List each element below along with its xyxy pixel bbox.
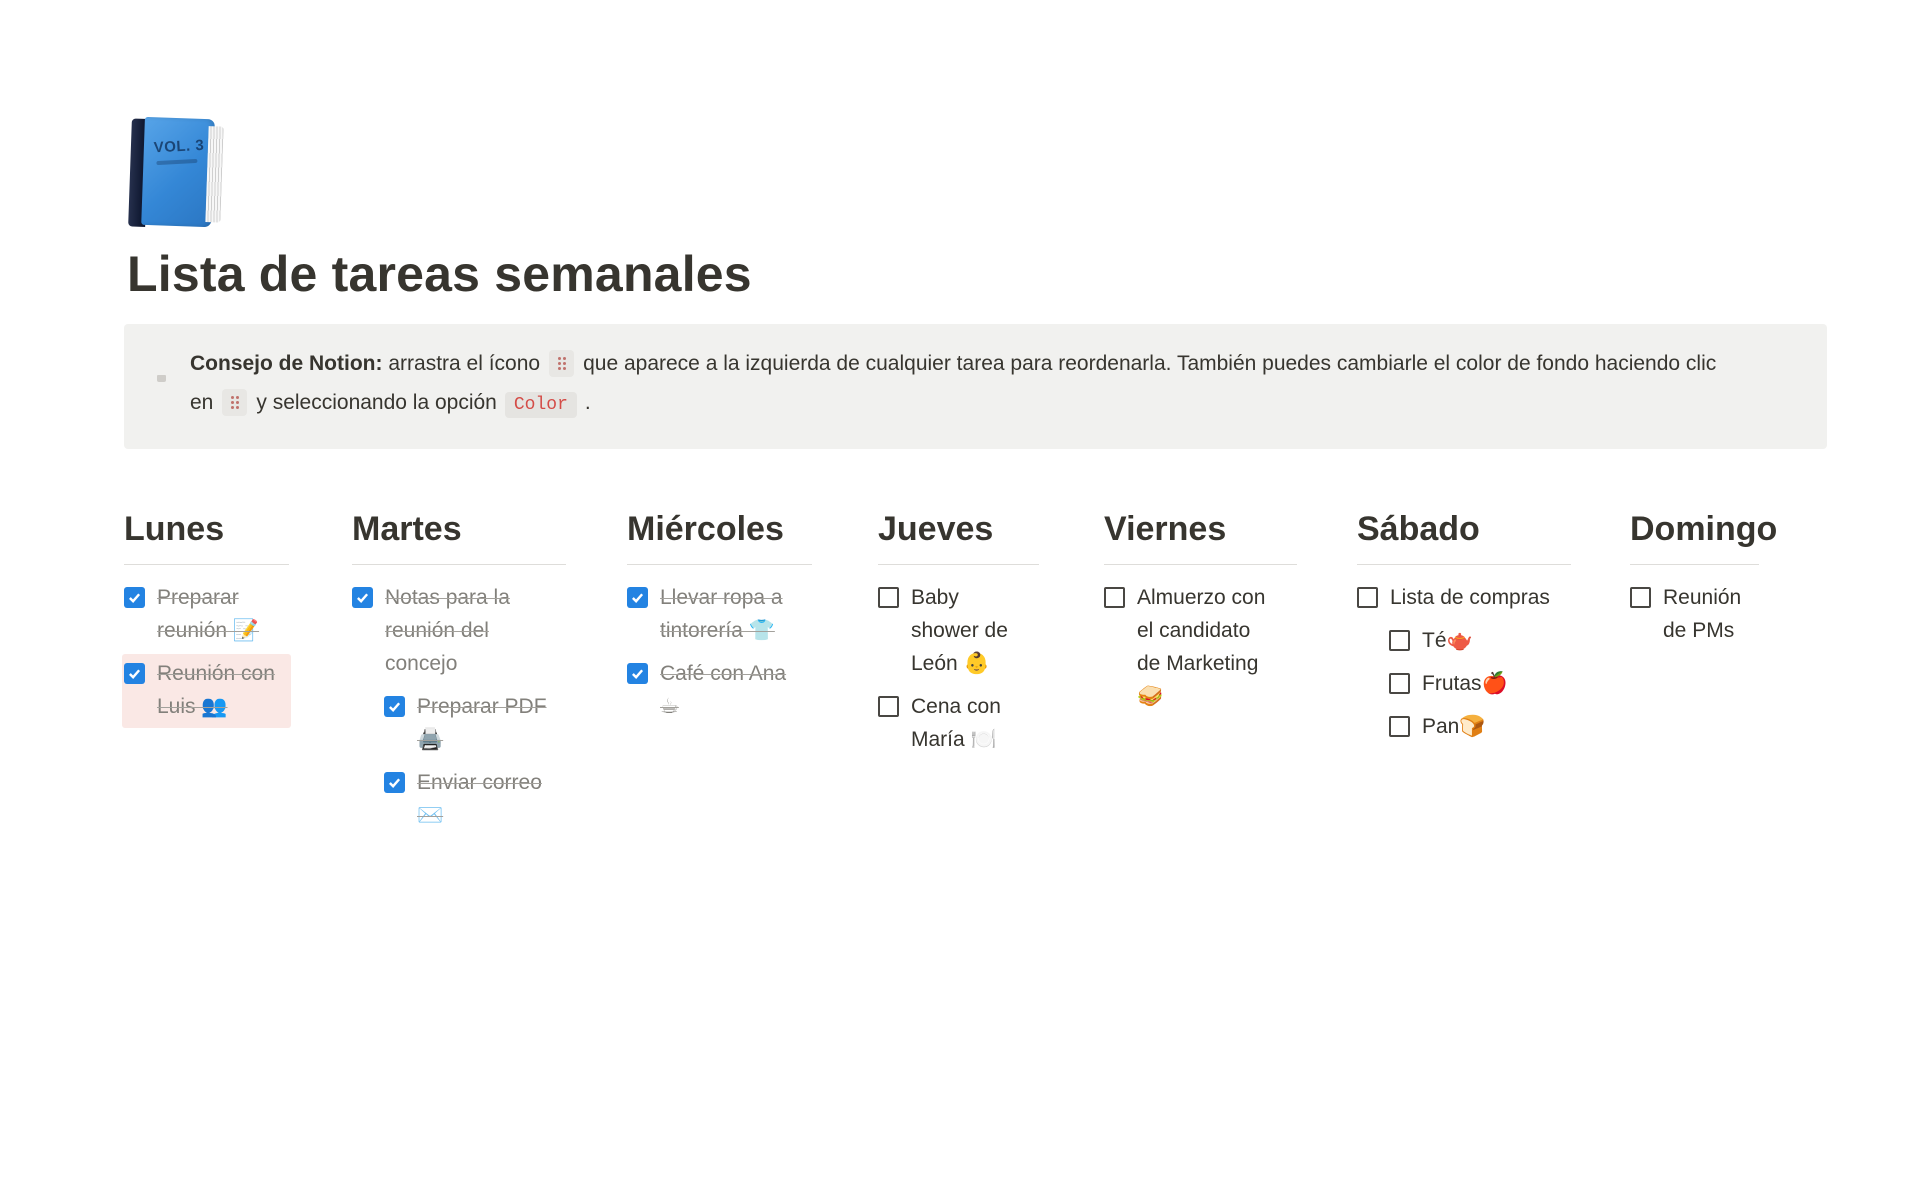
todo-label[interactable]: Llevar ropa a tintorería 👕	[660, 586, 783, 643]
column-domingo: Domingo Reunión de PMs	[1628, 509, 1778, 655]
todo-label[interactable]: Notas para la reunión del concejo	[385, 586, 510, 676]
todo-label[interactable]: Reunión de PMs	[1663, 586, 1742, 643]
todo-label[interactable]: Preparar PDF 🖨️	[417, 695, 547, 752]
todo-label[interactable]: Té🫖	[1422, 629, 1473, 653]
divider	[352, 564, 566, 566]
checkmark-icon	[129, 669, 141, 680]
todo-item: Preparar PDF 🖨️	[382, 687, 568, 761]
divider	[1357, 564, 1571, 566]
todo-item: Pan🍞	[1387, 707, 1573, 748]
column-martes: Martes Notas para la reunión del concejo…	[352, 509, 566, 840]
todo-label[interactable]: Enviar correo ✉️	[417, 771, 542, 828]
column-sabado: Sábado Lista de compras Té🫖 Frutas🍎 Pan🍞	[1357, 509, 1571, 751]
todo-checkbox[interactable]	[878, 587, 899, 609]
column-miercoles: Miércoles Llevar ropa a tintorería 👕 Caf…	[627, 509, 812, 731]
day-heading-sabado[interactable]: Sábado	[1357, 509, 1480, 548]
todo-checkbox[interactable]	[1389, 630, 1410, 652]
page-title[interactable]: Lista de tareas semanales	[127, 246, 752, 302]
notion-page: VOL. 3 Lista de tareas semanales Consejo…	[122, 116, 1827, 840]
todo-label[interactable]: Lista de compras	[1390, 586, 1550, 610]
callout-text: Consejo de Notion: arrastra el ícono que …	[190, 344, 1716, 425]
divider	[124, 564, 289, 566]
todo-item: Enviar correo ✉️	[382, 763, 568, 837]
divider	[1104, 564, 1297, 566]
todo-checkbox[interactable]	[627, 663, 648, 685]
divider	[1630, 564, 1759, 566]
day-heading-jueves[interactable]: Jueves	[878, 509, 994, 548]
page-icon-blue-book[interactable]: VOL. 3	[128, 116, 224, 231]
checkmark-icon	[632, 593, 644, 604]
column-jueves: Jueves Baby shower de León 👶 Cena con Ma…	[878, 509, 1039, 764]
todo-checkbox[interactable]	[1389, 716, 1410, 738]
callout-line-1: Consejo de Notion: arrastra el ícono que …	[190, 349, 1717, 377]
todo-label[interactable]: Frutas🍎	[1422, 672, 1508, 696]
day-heading-domingo[interactable]: Domingo	[1630, 509, 1778, 548]
color-code-chip: Color	[504, 391, 577, 418]
todo-label[interactable]: Almuerzo con el candidato de Marketing 🥪	[1137, 586, 1266, 709]
todo-item: Reunión con Luis 👥	[122, 654, 291, 729]
checkmark-icon	[129, 593, 141, 604]
todo-checkbox[interactable]	[1104, 587, 1125, 609]
week-columns: Lunes Preparar reunión 📝 Reunión con Lui…	[122, 509, 1790, 840]
todo-checkbox[interactable]	[627, 587, 648, 609]
todo-checkbox[interactable]	[878, 696, 899, 718]
column-lunes: Lunes Preparar reunión 📝 Reunión con Lui…	[122, 509, 291, 731]
todo-label[interactable]: Baby shower de León 👶	[911, 586, 1008, 676]
todo-item: Té🫖	[1387, 621, 1573, 662]
todo-checkbox[interactable]	[352, 587, 373, 609]
callout-bold-label: Consejo de Notion:	[190, 351, 383, 375]
todo-label[interactable]: Reunión con Luis 👥	[157, 662, 275, 719]
todo-item: Cena con María 🍽️	[876, 687, 1041, 761]
todo-item: Reunión de PMs	[1628, 578, 1761, 652]
todo-item: Frutas🍎	[1387, 664, 1573, 705]
todo-item: Baby shower de León 👶	[876, 578, 1041, 685]
todo-item: Llevar ropa a tintorería 👕	[625, 578, 814, 652]
day-heading-martes[interactable]: Martes	[352, 509, 462, 548]
book-pages-edge	[205, 126, 224, 223]
checkmark-icon	[389, 778, 401, 789]
todo-checkbox[interactable]	[384, 696, 405, 718]
todo-label[interactable]: Café con Ana ☕	[660, 662, 787, 719]
todo-checkbox[interactable]	[124, 587, 145, 609]
divider	[878, 564, 1039, 566]
todo-item: Café con Ana ☕	[625, 654, 814, 728]
todo-label[interactable]: Preparar reunión 📝	[157, 586, 260, 643]
todo-checkbox[interactable]	[384, 772, 405, 794]
todo-checkbox[interactable]	[1630, 587, 1651, 609]
callout-line-2: en y seleccionando la opción Color.	[190, 383, 1716, 425]
notion-tip-callout: Consejo de Notion: arrastra el ícono que …	[124, 323, 1827, 449]
column-viernes: Viernes Almuerzo con el candidato de Mar…	[1104, 509, 1297, 721]
todo-item: Almuerzo con el candidato de Marketing 🥪	[1102, 578, 1299, 718]
light-bulb-icon	[150, 351, 173, 382]
day-heading-lunes[interactable]: Lunes	[124, 509, 225, 548]
day-heading-viernes[interactable]: Viernes	[1104, 509, 1227, 548]
todo-checkbox[interactable]	[1389, 673, 1410, 695]
todo-checkbox[interactable]	[124, 663, 145, 685]
divider	[627, 564, 812, 566]
todo-label[interactable]: Pan🍞	[1422, 715, 1486, 739]
book-volume-label: VOL. 3	[153, 136, 205, 157]
checkmark-icon	[389, 702, 401, 713]
todo-item: Notas para la reunión del concejo	[350, 578, 568, 685]
todo-label[interactable]: Cena con María 🍽️	[911, 695, 1001, 752]
book-cover: VOL. 3	[141, 116, 215, 228]
day-heading-miercoles[interactable]: Miércoles	[627, 509, 784, 548]
checkmark-icon	[632, 669, 644, 680]
book-subtitle-bar	[155, 158, 197, 166]
todo-item: Lista de compras	[1355, 578, 1573, 619]
todo-checkbox[interactable]	[1357, 587, 1378, 609]
drag-handle-icon	[222, 388, 248, 416]
todo-item: Preparar reunión 📝	[122, 578, 291, 652]
checkmark-icon	[357, 593, 369, 604]
drag-handle-icon	[549, 349, 575, 377]
